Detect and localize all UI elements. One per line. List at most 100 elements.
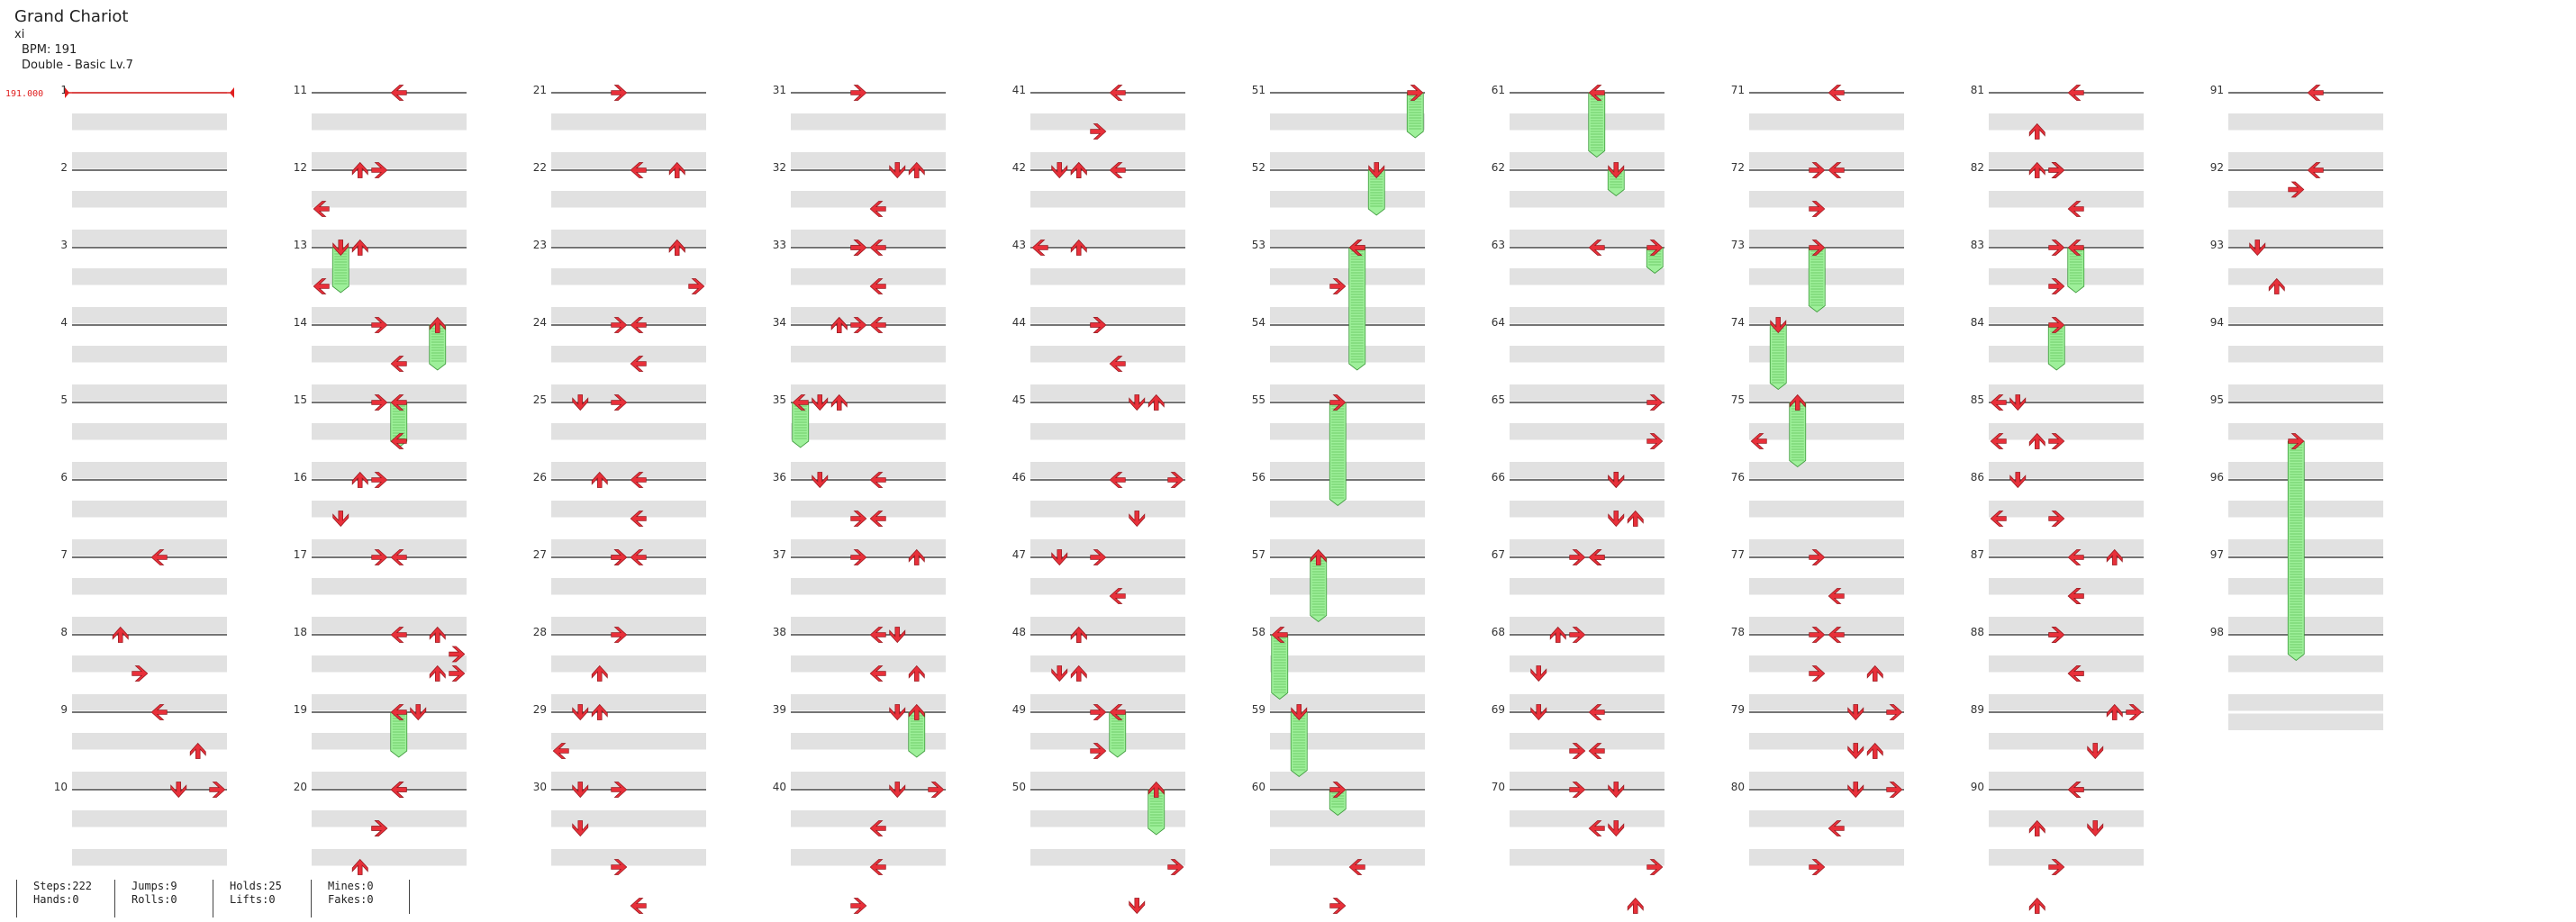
measure-number: 80 bbox=[1731, 781, 1745, 793]
beat-band bbox=[1749, 539, 1904, 556]
step-arrow-down bbox=[2249, 240, 2266, 257]
step-arrow-left bbox=[390, 549, 407, 565]
beat-band bbox=[1989, 230, 2144, 247]
beat-band bbox=[72, 733, 227, 750]
beat-band bbox=[791, 694, 946, 711]
measure-number: 13 bbox=[294, 239, 307, 251]
measure-number: 17 bbox=[294, 548, 307, 561]
stat-holds: Holds:25 bbox=[230, 880, 282, 892]
beat-band bbox=[1749, 346, 1904, 363]
step-arrow-left bbox=[630, 472, 647, 488]
measure-number: 96 bbox=[2210, 471, 2224, 484]
beat-band bbox=[312, 423, 467, 440]
step-arrow-right bbox=[371, 472, 388, 488]
step-arrow-right bbox=[1569, 782, 1586, 798]
beat-band bbox=[1749, 849, 1904, 866]
hold-note bbox=[1646, 247, 1664, 275]
beat-band bbox=[1030, 501, 1185, 518]
bpm-start-marker bbox=[65, 87, 69, 98]
beat-band bbox=[2228, 346, 2383, 363]
beat-band bbox=[791, 501, 946, 518]
step-arrow-up bbox=[908, 548, 925, 565]
beat-band bbox=[551, 539, 706, 556]
beat-band bbox=[312, 462, 467, 479]
step-arrow-down bbox=[1129, 394, 1146, 411]
measure-number: 20 bbox=[294, 781, 307, 793]
beat-band bbox=[1030, 384, 1185, 402]
beat-band bbox=[1749, 694, 1904, 711]
step-arrow-right bbox=[1090, 743, 1107, 759]
step-arrow-left bbox=[869, 317, 886, 333]
step-arrow-right bbox=[611, 627, 628, 643]
beat-band bbox=[1510, 772, 1664, 789]
beat-band bbox=[1030, 772, 1185, 789]
step-arrow-right bbox=[371, 162, 388, 178]
beat-band bbox=[1989, 152, 2144, 169]
step-arrow-right bbox=[371, 394, 388, 411]
beat-band bbox=[551, 694, 706, 711]
measure-number: 55 bbox=[1252, 393, 1265, 406]
bpm-end-marker bbox=[230, 87, 234, 98]
measure-number: 35 bbox=[773, 393, 786, 406]
step-arrow-down bbox=[889, 782, 906, 799]
beat-band bbox=[1510, 346, 1664, 363]
measure-number: 75 bbox=[1731, 393, 1745, 406]
beat-band bbox=[1270, 810, 1425, 827]
step-arrow-up bbox=[1070, 161, 1087, 178]
step-arrow-down bbox=[1608, 820, 1625, 837]
beat-band bbox=[2228, 307, 2383, 324]
step-arrow-right bbox=[1646, 240, 1664, 256]
step-arrow-left bbox=[2067, 782, 2084, 798]
step-arrow-left bbox=[630, 356, 647, 372]
step-arrow-right bbox=[2048, 511, 2065, 527]
beat-band bbox=[1270, 655, 1425, 673]
measure-number: 5 bbox=[60, 393, 68, 406]
beat-band bbox=[791, 113, 946, 131]
measure-number: 88 bbox=[1971, 626, 1984, 638]
measure-number: 50 bbox=[1012, 781, 1026, 793]
measure-number: 31 bbox=[773, 84, 786, 96]
step-arrow-right bbox=[611, 85, 628, 101]
step-arrow-right bbox=[371, 317, 388, 333]
step-arrow-right bbox=[1646, 433, 1664, 449]
measure-number: 82 bbox=[1971, 161, 1984, 174]
beat-band bbox=[2228, 713, 2383, 730]
measure-number: 32 bbox=[773, 161, 786, 174]
step-arrow-up bbox=[1147, 781, 1165, 798]
beat-band bbox=[551, 462, 706, 479]
beat-band bbox=[72, 539, 227, 556]
measure-number: 65 bbox=[1492, 393, 1505, 406]
step-arrow-up bbox=[2028, 122, 2045, 140]
measure-number: 27 bbox=[533, 548, 547, 561]
measure-number: 92 bbox=[2210, 161, 2224, 174]
step-arrow-down bbox=[1847, 704, 1864, 721]
beat-band bbox=[2228, 578, 2383, 595]
step-arrow-up bbox=[2106, 703, 2123, 720]
measure-number: 42 bbox=[1012, 161, 1026, 174]
step-arrow-left bbox=[630, 898, 647, 914]
step-arrow-down bbox=[2087, 820, 2104, 837]
beat-band bbox=[1989, 113, 2144, 131]
step-arrow-left bbox=[390, 704, 407, 720]
beat-band bbox=[791, 462, 946, 479]
measure-number: 89 bbox=[1971, 703, 1984, 716]
chart-stats: Steps:222 Hands:0 Jumps:9 Rolls:0 Holds:… bbox=[16, 880, 410, 917]
beat-band bbox=[1749, 578, 1904, 595]
beat-band bbox=[1030, 191, 1185, 208]
beat-band bbox=[312, 268, 467, 285]
beat-band bbox=[1989, 772, 2144, 789]
step-arrow-up bbox=[908, 703, 925, 720]
beat-band bbox=[312, 346, 467, 363]
step-arrow-left bbox=[1271, 627, 1288, 643]
step-arrow-right bbox=[371, 820, 388, 836]
step-arrow-left bbox=[2307, 162, 2324, 178]
beat-band bbox=[72, 772, 227, 789]
step-arrow-left bbox=[1588, 743, 1605, 759]
step-arrow-down bbox=[2009, 394, 2027, 411]
step-arrow-down bbox=[572, 394, 589, 411]
hold-note bbox=[2047, 324, 2065, 371]
step-arrow-up bbox=[1627, 510, 1644, 527]
beat-band bbox=[551, 346, 706, 363]
hold-note bbox=[1310, 556, 1328, 623]
beat-band bbox=[72, 655, 227, 673]
